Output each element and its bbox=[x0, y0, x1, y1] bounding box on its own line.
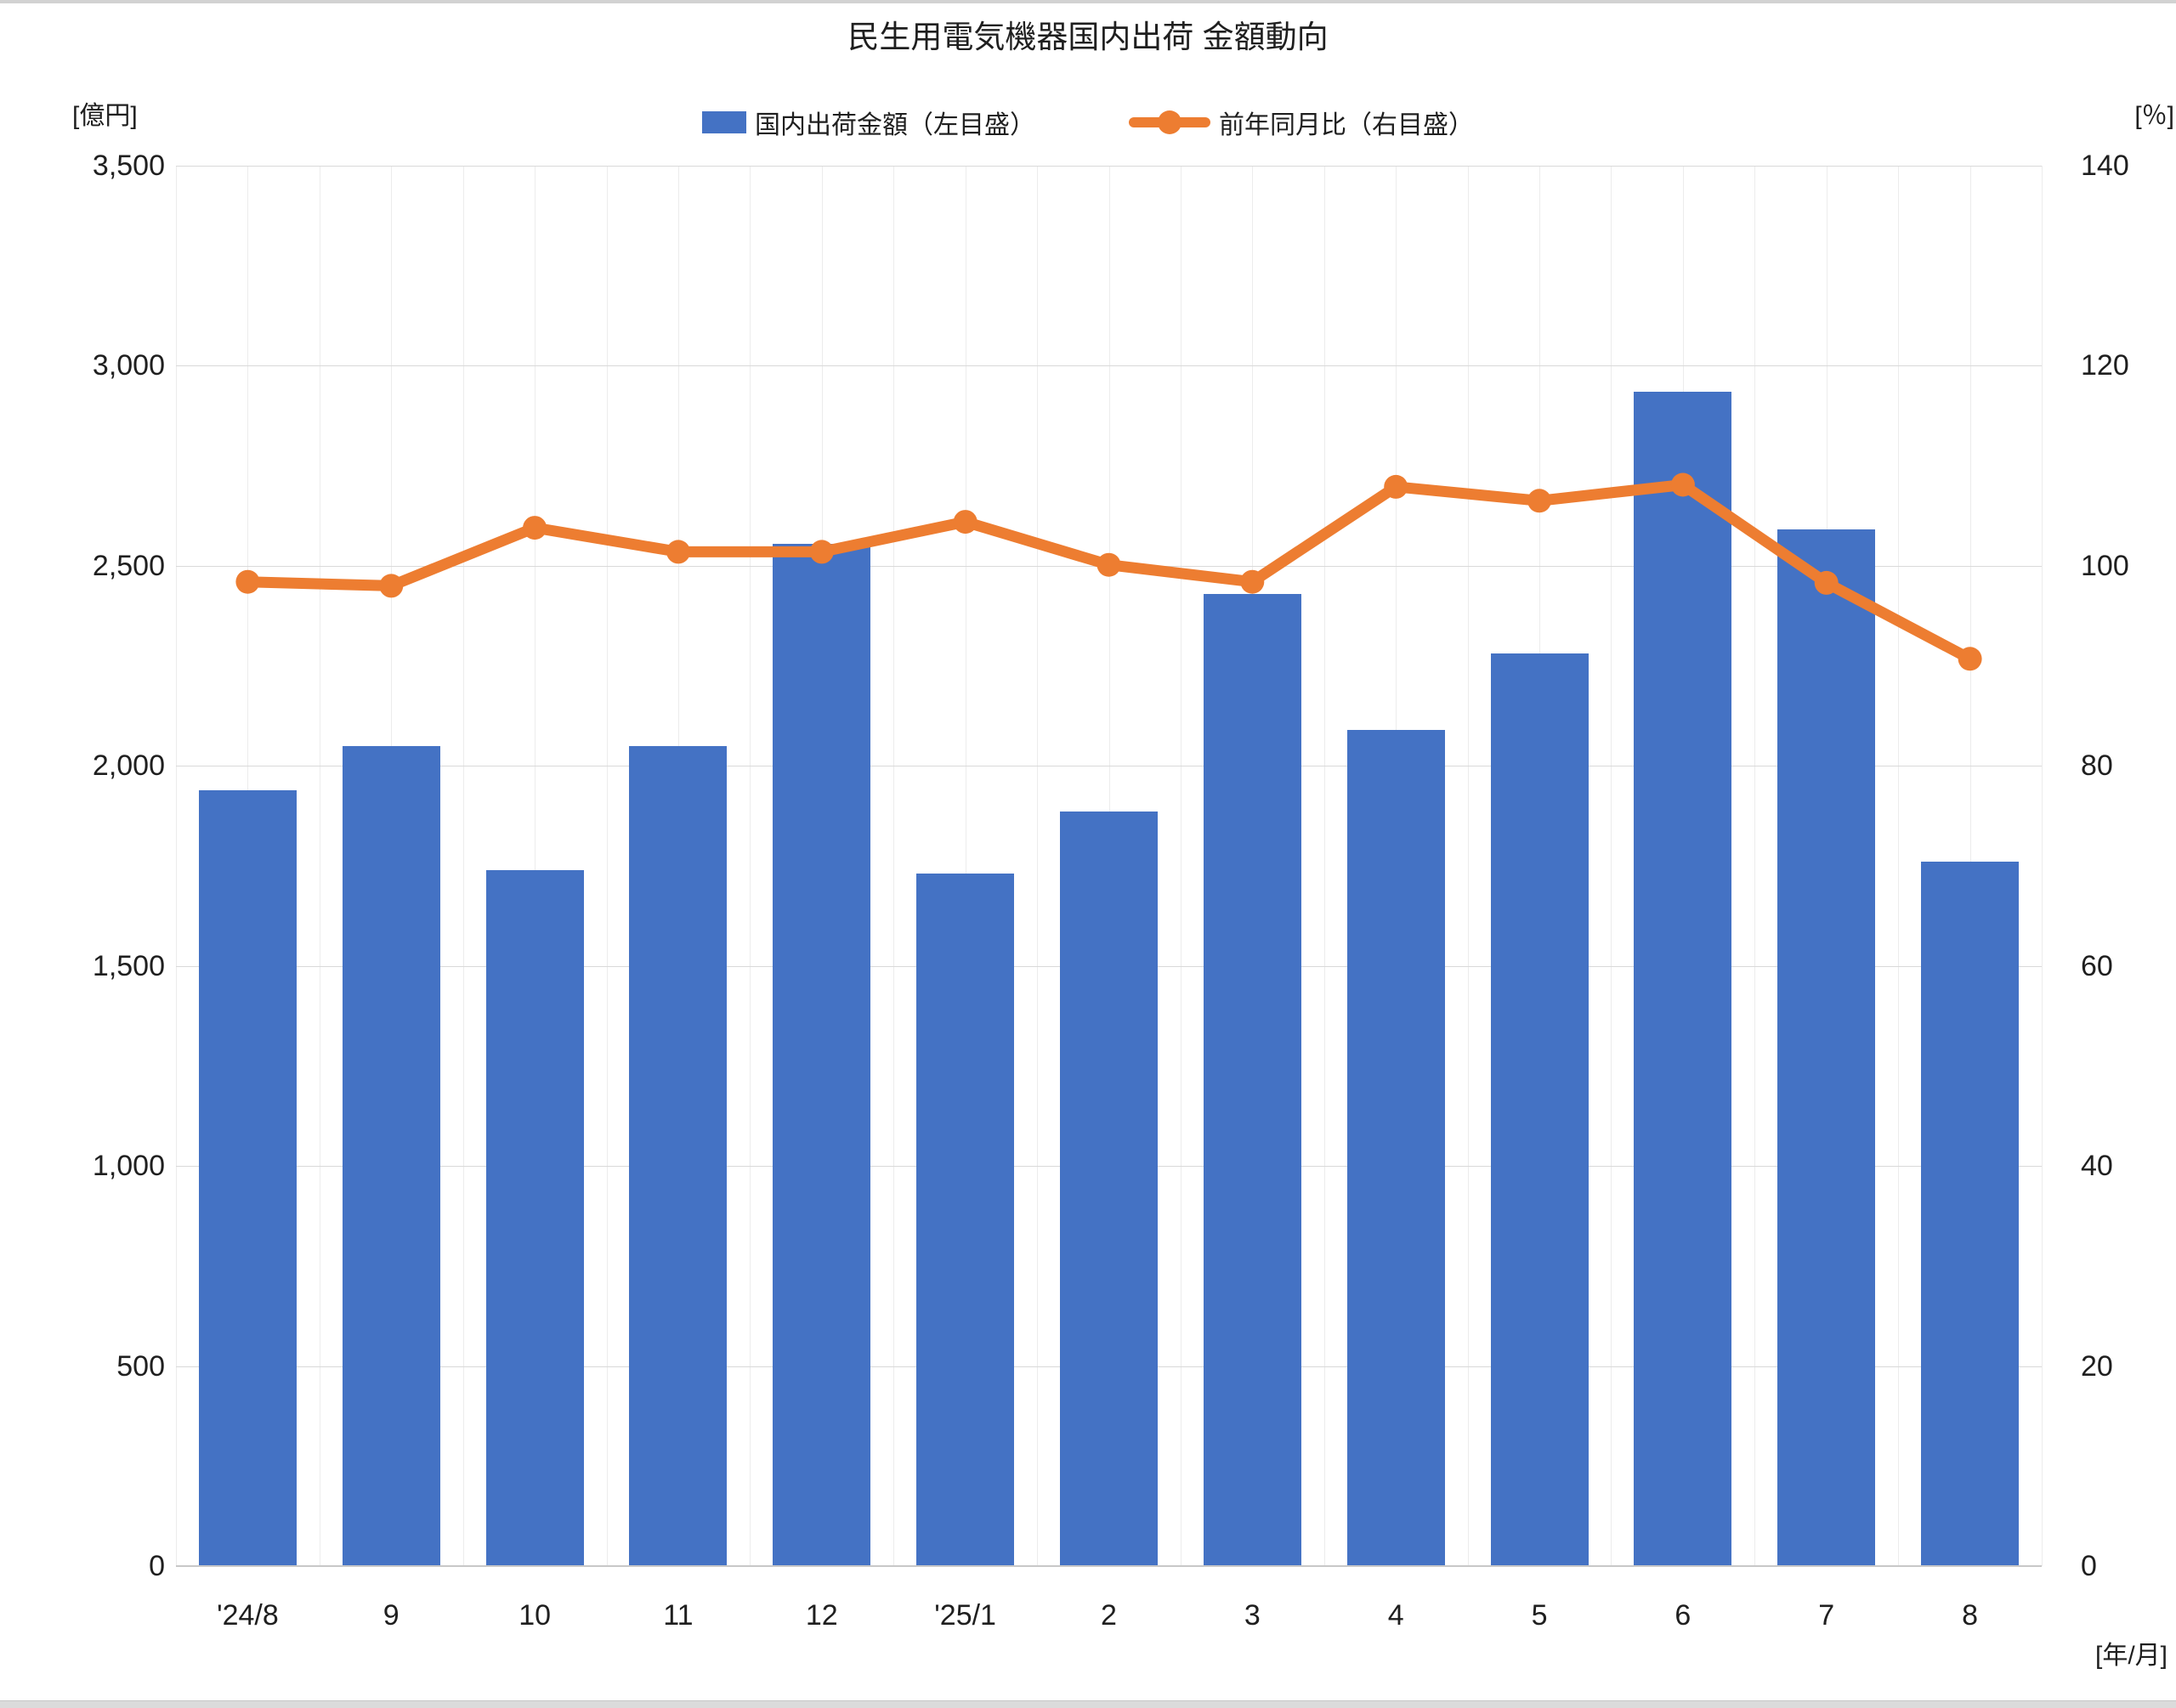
x-axis-label: '24/8 bbox=[217, 1599, 279, 1632]
vertical-gridline bbox=[535, 166, 536, 1566]
bar-10 bbox=[485, 869, 584, 1566]
vertical-gridline bbox=[1611, 166, 1612, 1566]
right-axis-tick: 140 bbox=[2081, 150, 2129, 182]
x-axis-unit: [年/月] bbox=[2094, 1642, 2168, 1670]
vertical-gridline bbox=[1898, 166, 1900, 1566]
plot-area bbox=[176, 166, 2043, 1567]
yoy-point-'24/8 bbox=[235, 569, 260, 594]
right-axis-tick: 0 bbox=[2081, 1550, 2097, 1582]
yoy-point-4 bbox=[1384, 474, 1408, 499]
x-axis-label: 10 bbox=[518, 1599, 552, 1632]
x-axis-label: '25/1 bbox=[934, 1599, 996, 1632]
x-axis-label: 3 bbox=[1244, 1599, 1261, 1632]
left-axis-tick: 2,000 bbox=[92, 749, 165, 783]
yoy-point-'25/1 bbox=[953, 510, 978, 534]
x-axis-label: 2 bbox=[1101, 1599, 1117, 1632]
legend-bar-label: 国内出荷金額（左目盛） bbox=[755, 111, 1035, 139]
bar-2 bbox=[1060, 812, 1158, 1566]
left-axis-tick: 500 bbox=[116, 1349, 165, 1383]
legend-line-label: 前年同月比（右目盛） bbox=[1219, 111, 1474, 139]
yoy-point-2 bbox=[1096, 552, 1121, 577]
left-axis-tick: 3,500 bbox=[92, 150, 165, 182]
bar-3 bbox=[1203, 593, 1301, 1566]
left-axis-tick: 0 bbox=[149, 1550, 165, 1582]
window-bottom-edge bbox=[0, 1700, 2176, 1708]
yoy-point-6 bbox=[1670, 472, 1695, 497]
bar-'24/8 bbox=[198, 789, 297, 1566]
left-axis-unit: [億円] bbox=[72, 102, 138, 130]
vertical-gridline bbox=[750, 166, 751, 1566]
legend-bar-swatch-icon bbox=[702, 111, 746, 133]
left-axis-tick: 1,500 bbox=[92, 949, 165, 982]
left-axis-tick: 2,500 bbox=[92, 549, 165, 582]
right-axis-tick: 60 bbox=[2081, 949, 2113, 982]
bar-'25/1 bbox=[916, 874, 1015, 1566]
bar-6 bbox=[1634, 392, 1732, 1566]
vertical-gridline bbox=[1323, 166, 1325, 1566]
bar-4 bbox=[1346, 729, 1445, 1566]
x-axis-label: 12 bbox=[805, 1599, 838, 1632]
x-axis-label: 7 bbox=[1818, 1599, 1835, 1632]
yoy-point-3 bbox=[1240, 569, 1265, 594]
vertical-gridline bbox=[893, 166, 895, 1566]
yoy-point-5 bbox=[1527, 489, 1551, 513]
chart-title: 民生用電気機器国内出荷 金額動向 bbox=[847, 20, 1329, 54]
yoy-point-9 bbox=[379, 574, 404, 598]
x-axis-label: 6 bbox=[1674, 1599, 1692, 1632]
legend-line-swatch-icon bbox=[1129, 110, 1210, 134]
legend-item-shipment: 国内出荷金額（左目盛） bbox=[702, 104, 1035, 141]
x-axis-label: 8 bbox=[1962, 1599, 1979, 1632]
yoy-point-11 bbox=[666, 540, 690, 564]
left-axis-tick: 3,000 bbox=[92, 349, 165, 382]
window-top-edge bbox=[0, 0, 2176, 3]
bar-9 bbox=[342, 745, 440, 1566]
right-axis-tick: 40 bbox=[2081, 1150, 2113, 1183]
vertical-gridline bbox=[2042, 166, 2043, 1566]
bar-8 bbox=[1921, 862, 2020, 1566]
x-axis-line bbox=[176, 1565, 2042, 1567]
vertical-gridline bbox=[1180, 166, 1182, 1566]
vertical-gridline bbox=[1754, 166, 1756, 1566]
legend-item-yoy: 前年同月比（右目盛） bbox=[1129, 104, 1474, 141]
yoy-point-10 bbox=[523, 516, 547, 540]
x-axis-label: 9 bbox=[382, 1599, 400, 1632]
right-axis-tick: 20 bbox=[2081, 1349, 2113, 1383]
legend-line-marker bbox=[1158, 110, 1182, 134]
x-axis-label: 4 bbox=[1387, 1599, 1404, 1632]
x-axis-label: 11 bbox=[663, 1599, 694, 1632]
vertical-gridline bbox=[1037, 166, 1039, 1566]
vertical-gridline bbox=[1467, 166, 1469, 1566]
yoy-point-12 bbox=[809, 540, 834, 564]
chart-legend: 国内出荷金額（左目盛） 前年同月比（右目盛） bbox=[0, 104, 2176, 141]
vertical-gridline bbox=[462, 166, 464, 1566]
bar-11 bbox=[629, 745, 728, 1566]
right-axis-tick: 100 bbox=[2081, 549, 2129, 582]
x-axis-label: 5 bbox=[1531, 1599, 1548, 1632]
right-axis-tick: 80 bbox=[2081, 749, 2113, 783]
line-series bbox=[235, 472, 1982, 671]
yoy-point-7 bbox=[1814, 570, 1839, 595]
vertical-gridline bbox=[606, 166, 608, 1566]
bar-12 bbox=[773, 543, 871, 1566]
right-axis-tick: 120 bbox=[2081, 349, 2129, 382]
yoy-point-8 bbox=[1958, 647, 1982, 671]
horizontal-gridline bbox=[176, 365, 2042, 367]
bar-7 bbox=[1777, 529, 1876, 1566]
bar-5 bbox=[1490, 653, 1589, 1566]
left-axis-tick: 1,000 bbox=[92, 1150, 165, 1183]
right-axis-unit: [％] bbox=[2134, 102, 2174, 130]
vertical-gridline bbox=[176, 166, 177, 1566]
horizontal-gridline bbox=[176, 166, 2042, 167]
